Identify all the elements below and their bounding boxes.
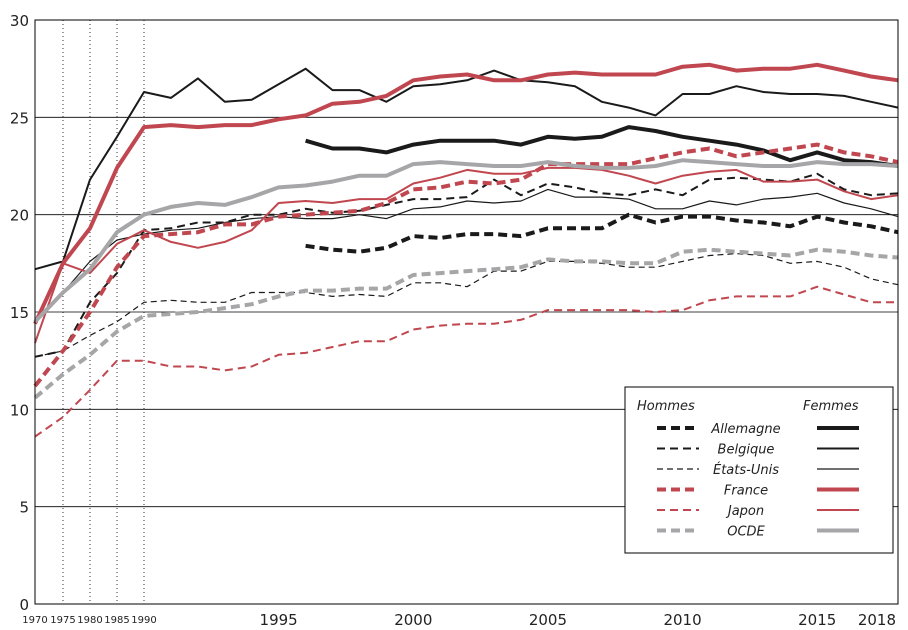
x-tick-label: 1985 xyxy=(104,615,129,626)
x-tick-label: 2018 xyxy=(858,611,896,629)
x-tick-label: 2010 xyxy=(663,611,701,629)
legend-header-men: Hommes xyxy=(637,399,695,414)
series-line xyxy=(34,188,899,321)
y-tick-label: 30 xyxy=(10,12,29,30)
y-tick-label: 10 xyxy=(10,401,29,419)
series-line xyxy=(33,62,899,325)
legend-label: Belgique xyxy=(718,443,775,458)
x-tick-label: 1995 xyxy=(260,611,298,629)
legend-rows: Allemagne Belgique États-Unis France Japon OC… xyxy=(657,422,859,540)
series-line xyxy=(34,285,898,438)
series-line xyxy=(34,67,899,271)
y-axis-ticks: 0 5 10 15 20 25 30 xyxy=(10,12,29,614)
x-tick-label: 1980 xyxy=(77,615,102,626)
series-line xyxy=(34,253,899,358)
series-line xyxy=(34,172,899,358)
x-tick-label: 1970 xyxy=(22,615,47,626)
y-tick-label: 5 xyxy=(19,499,29,517)
plot-frame xyxy=(34,19,899,605)
series-line xyxy=(33,158,899,324)
x-tick-label: 2005 xyxy=(529,611,567,629)
x-tick-label: 2015 xyxy=(798,611,836,629)
x-tick-label: 2000 xyxy=(394,611,432,629)
y-tick-label: 0 xyxy=(19,596,29,614)
x-axis-ticks: 1970 1975 1980 1985 1990 1995 2000 2005 2010 2015… xyxy=(22,611,896,629)
legend-label: États-Unis xyxy=(713,462,779,478)
x-tick-label: 1990 xyxy=(131,615,156,626)
y-tick-label: 20 xyxy=(10,207,29,225)
legend-box xyxy=(624,386,894,554)
y-tick-label: 25 xyxy=(10,109,29,127)
legend: Hommes Femmes Allemagne Belgique États-Uni… xyxy=(624,386,894,554)
series-line xyxy=(33,247,899,400)
series-line xyxy=(305,125,899,168)
x-tick-label: 1975 xyxy=(50,615,75,626)
legend-label: Japon xyxy=(725,504,764,519)
legend-label: Allemagne xyxy=(710,422,780,437)
y-tick-label: 15 xyxy=(10,304,29,322)
legend-label: OCDE xyxy=(727,525,765,540)
legend-label: France xyxy=(724,484,768,499)
series-line xyxy=(305,212,899,254)
series-line xyxy=(34,166,899,344)
series-lines xyxy=(33,62,899,438)
legend-header-women: Femmes xyxy=(803,399,859,414)
